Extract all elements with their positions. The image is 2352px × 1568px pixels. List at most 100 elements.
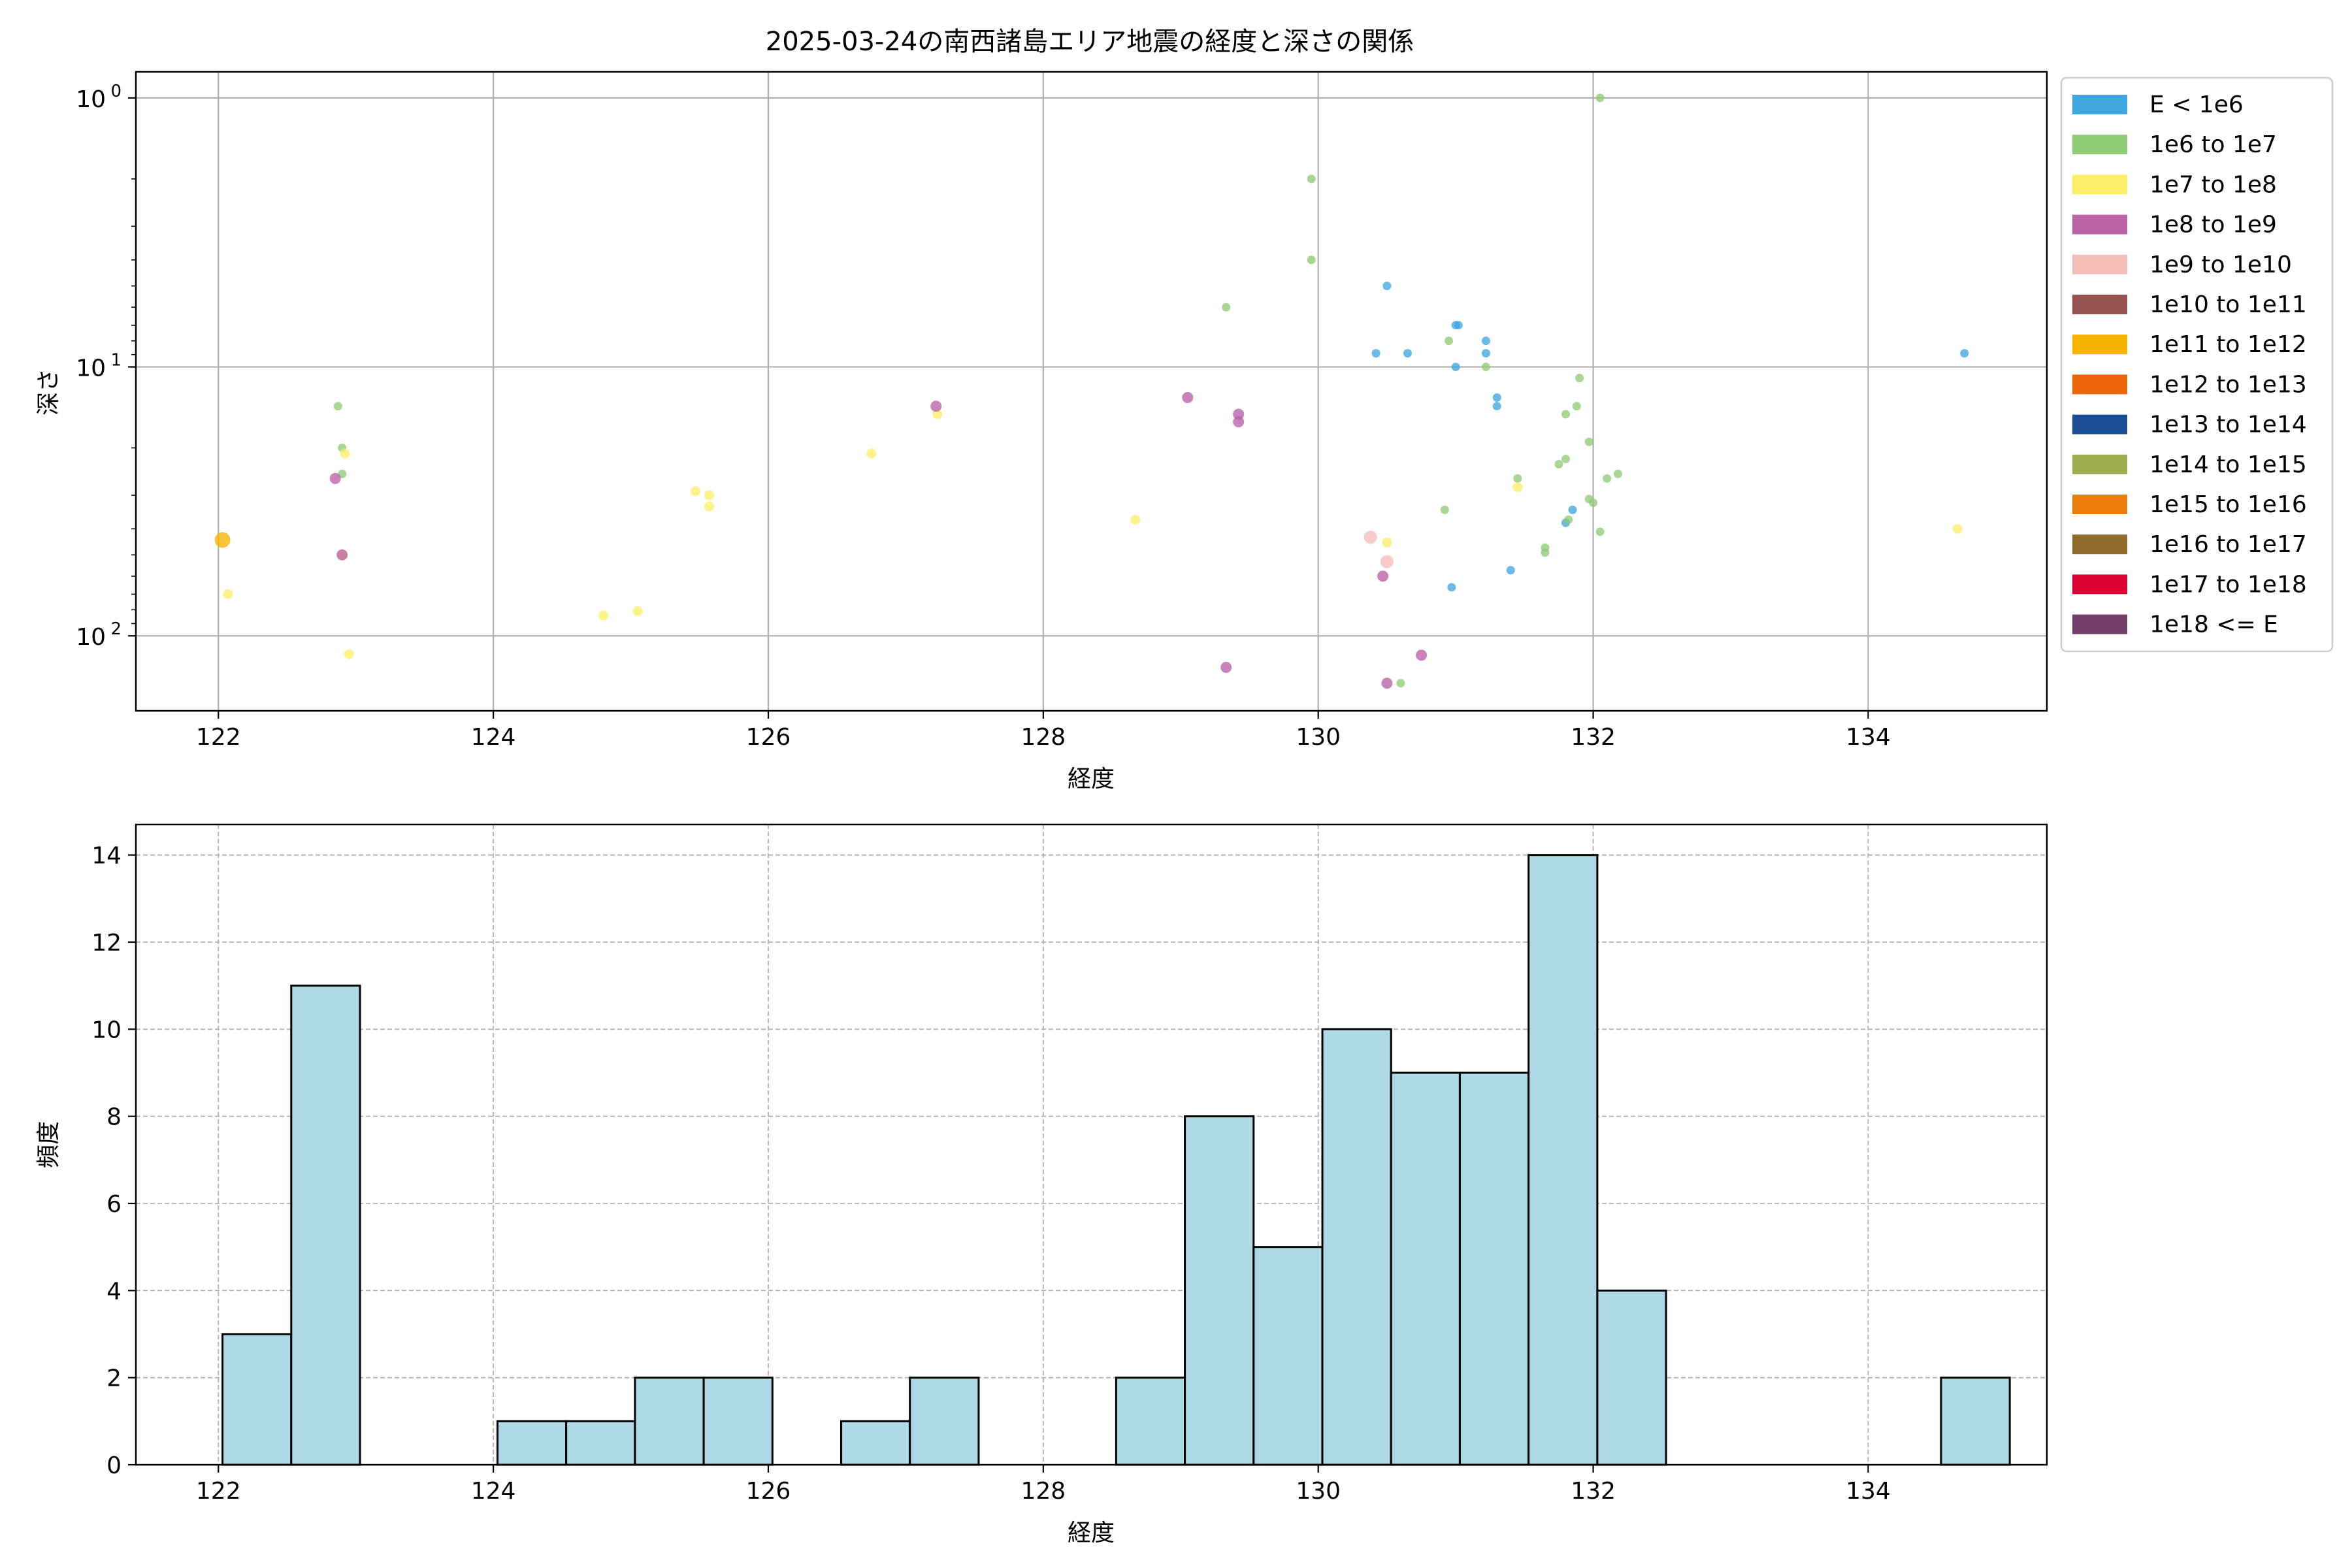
legend-item: 1e10 to 1e11 xyxy=(2072,291,2307,318)
scatter-x-tick-label: 130 xyxy=(1296,724,1341,751)
scatter-point xyxy=(1382,537,1392,547)
scatter-points xyxy=(214,93,1969,689)
histogram-y-tick-label: 0 xyxy=(106,1452,122,1479)
histogram-bar xyxy=(1596,1289,1667,1466)
histogram-bar xyxy=(290,985,361,1466)
scatter-point xyxy=(1561,455,1570,464)
legend-label: 1e6 to 1e7 xyxy=(2149,131,2277,158)
scatter-point xyxy=(1541,548,1550,557)
scatter-x-axis-ticks: 122 124 126 128 130 132 134 xyxy=(196,711,1891,751)
histogram-bar xyxy=(1252,1246,1324,1466)
scatter-point xyxy=(336,549,348,561)
scatter-point xyxy=(344,649,354,659)
legend-label: 1e18 <= E xyxy=(2149,612,2278,638)
legend-label: 1e7 to 1e8 xyxy=(2149,171,2277,198)
scatter-point xyxy=(932,409,943,419)
histogram-plot-frame xyxy=(135,823,2048,1466)
scatter-x-tick-label: 126 xyxy=(746,724,791,751)
legend-item: 1e9 to 1e10 xyxy=(2072,252,2292,278)
scatter-point xyxy=(1554,459,1563,468)
histogram-bar xyxy=(840,1420,911,1466)
scatter-point xyxy=(1568,505,1577,514)
scatter-x-tick-label: 122 xyxy=(196,724,241,751)
histogram-x-tick-label: 134 xyxy=(1846,1478,1891,1505)
scatter-point xyxy=(1481,363,1490,372)
scatter-point xyxy=(1564,515,1573,524)
scatter-point xyxy=(340,448,350,459)
scatter-point xyxy=(1371,349,1380,358)
histogram-x-tick-label: 124 xyxy=(471,1478,516,1505)
scatter-point xyxy=(1403,349,1412,358)
scatter-y-tick-label: 10 xyxy=(76,624,106,651)
scatter-point xyxy=(632,606,643,617)
scatter-y-tick-exponent: 2 xyxy=(110,619,122,639)
legend-box xyxy=(2060,76,2334,653)
scatter-y-tick-exponent: 0 xyxy=(110,82,122,101)
scatter-y-tick-label: 10 xyxy=(76,86,106,113)
legend-label: 1e8 to 1e9 xyxy=(2149,212,2277,238)
scatter-point xyxy=(1584,437,1593,446)
scatter-x-tick-label: 128 xyxy=(1021,724,1066,751)
legend-swatch xyxy=(2072,534,2127,555)
scatter-point xyxy=(690,486,700,497)
scatter-point xyxy=(1182,391,1194,403)
scatter-series xyxy=(333,93,1622,688)
histogram-bar xyxy=(221,1333,293,1466)
scatter-x-tick-label: 134 xyxy=(1846,724,1891,751)
histogram-y-axis-label: 頻度 xyxy=(35,1121,62,1168)
scatter-point xyxy=(1589,498,1598,508)
legend-swatch xyxy=(2072,574,2127,595)
scatter-point xyxy=(866,448,877,459)
legend-items: E < 1e6 1e6 to 1e7 1e7 to 1e8 1e8 to 1e9 1e9… xyxy=(2072,91,2307,638)
legend-item: 1e17 to 1e18 xyxy=(2072,571,2307,598)
histogram-bar xyxy=(496,1420,568,1466)
histogram-y-tick-label: 4 xyxy=(106,1278,122,1305)
legend-label: 1e12 to 1e13 xyxy=(2149,371,2307,398)
scatter-point xyxy=(223,589,233,599)
histogram-bar xyxy=(565,1420,636,1466)
scatter-point xyxy=(1220,662,1232,674)
histogram-bars xyxy=(221,854,2011,1466)
histogram-x-axis-ticks: 122 124 126 128 130 132 134 xyxy=(196,1465,1891,1505)
legend-item: 1e7 to 1e8 xyxy=(2072,171,2277,198)
legend-label: 1e17 to 1e18 xyxy=(2149,571,2307,598)
scatter-point xyxy=(1603,474,1612,483)
histogram-bar xyxy=(1527,854,1599,1466)
legend-swatch xyxy=(2072,414,2127,434)
scatter-series xyxy=(214,532,231,548)
scatter-point xyxy=(1481,349,1490,358)
legend-label: 1e9 to 1e10 xyxy=(2149,252,2292,278)
scatter-x-tick-label: 124 xyxy=(471,724,516,751)
legend-swatch xyxy=(2072,135,2127,155)
legend-swatch xyxy=(2072,254,2127,274)
scatter-point xyxy=(1451,363,1460,372)
histogram-y-tick-label: 12 xyxy=(91,930,122,956)
histogram-y-tick-label: 10 xyxy=(91,1017,122,1043)
scatter-point xyxy=(1513,474,1522,483)
histogram-y-tick-label: 6 xyxy=(106,1191,122,1218)
scatter-point xyxy=(1381,678,1393,689)
histogram-bar xyxy=(1458,1071,1530,1466)
scatter-point xyxy=(1952,523,1963,534)
scatter-point xyxy=(1451,321,1460,330)
legend-item: 1e6 to 1e7 xyxy=(2072,131,2277,158)
scatter-series xyxy=(1364,531,1394,568)
scatter-y-tick-exponent: 1 xyxy=(110,351,122,370)
scatter-point xyxy=(214,532,231,548)
legend-item: 1e13 to 1e14 xyxy=(2072,412,2307,438)
histogram-x-tick-label: 126 xyxy=(746,1478,791,1505)
histogram-y-tick-label: 14 xyxy=(91,843,122,870)
legend-label: 1e13 to 1e14 xyxy=(2149,412,2307,438)
histogram-bar xyxy=(702,1377,774,1466)
legend-label: 1e11 to 1e12 xyxy=(2149,331,2307,358)
scatter-point xyxy=(1613,469,1622,478)
histogram-x-tick-label: 122 xyxy=(196,1478,241,1505)
scatter-point xyxy=(704,501,714,512)
legend-swatch xyxy=(2072,614,2127,634)
legend-swatch xyxy=(2072,374,2127,395)
histogram-plot-area xyxy=(136,825,2047,1465)
scatter-point xyxy=(333,402,342,411)
histogram-bar xyxy=(1940,1377,2011,1466)
histogram-y-tick-label: 2 xyxy=(106,1365,122,1392)
